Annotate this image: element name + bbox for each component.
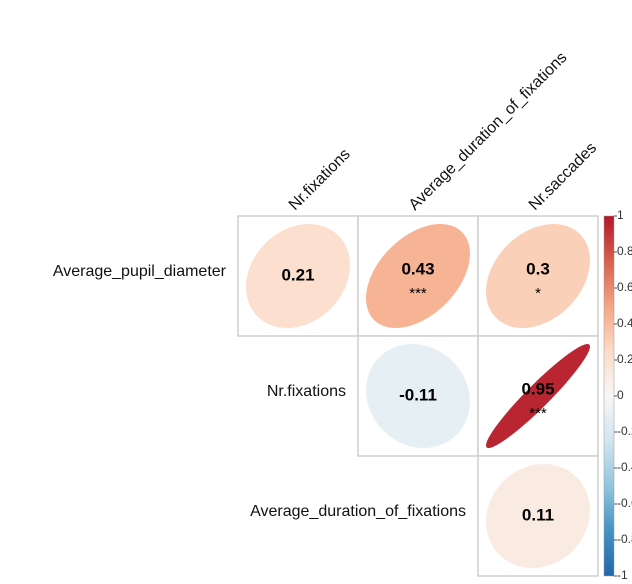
correlation-ellipse xyxy=(246,223,351,328)
correlation-ellipse xyxy=(485,343,591,448)
colorbar-tick-label: -1 xyxy=(617,568,628,582)
significance-stars: *** xyxy=(529,405,547,422)
value-label: 0.43 xyxy=(401,259,434,278)
value-label: 0.11 xyxy=(522,505,554,524)
row-label: Average_pupil_diameter xyxy=(53,263,227,280)
column-label: Nr.fixations xyxy=(286,146,354,214)
correlation-ellipse xyxy=(366,223,471,328)
row-label: Average_duration_of_fixations xyxy=(250,503,466,520)
row-label: Nr.fixations xyxy=(267,383,346,400)
significance-stars: * xyxy=(535,285,541,302)
colorbar xyxy=(603,215,615,577)
colorbar-tick-label: -0.8 xyxy=(617,532,632,546)
colorbar-tick-label: -0.6 xyxy=(617,496,632,510)
column-label: Nr.saccades xyxy=(526,140,600,214)
colorbar-tick-label: 0.2 xyxy=(617,352,632,366)
colorbar-tick-label: 0.8 xyxy=(617,244,632,258)
correlation-ellipse xyxy=(486,224,591,329)
value-label: 0.21 xyxy=(281,265,314,284)
value-label: -0.11 xyxy=(399,385,437,404)
significance-stars: *** xyxy=(409,285,427,302)
colorbar-tick-label: 0.6 xyxy=(617,280,632,294)
colorbar-tick-label: -0.2 xyxy=(617,424,632,438)
value-label: 0.3 xyxy=(526,259,550,278)
value-label: 0.95 xyxy=(521,379,554,398)
colorbar-tick-label: 1 xyxy=(617,208,624,222)
colorbar-tick-label: -0.4 xyxy=(617,460,632,474)
correlation-ellipse xyxy=(485,463,591,569)
colorbar-tick-label: 0 xyxy=(617,388,624,402)
colorbar-tick-label: 0.4 xyxy=(617,316,632,330)
correlation-ellipse xyxy=(365,343,471,449)
